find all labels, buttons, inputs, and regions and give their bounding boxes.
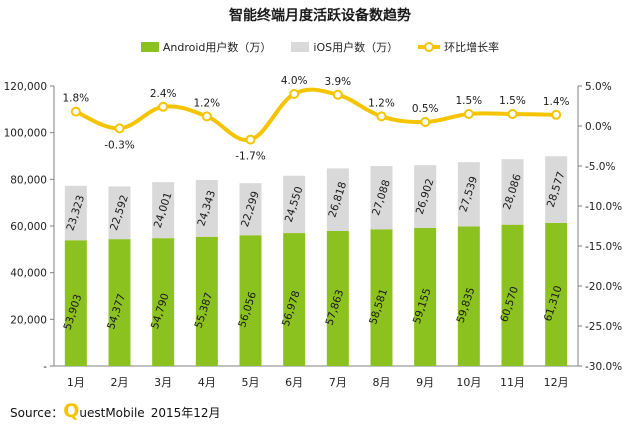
growth-rate-label: 1.2% bbox=[193, 97, 220, 109]
bar-android bbox=[501, 224, 524, 366]
x-axis-tick-label: 3月 bbox=[154, 376, 172, 389]
bar-android bbox=[370, 229, 393, 366]
bar-ios bbox=[195, 179, 218, 237]
legend-label-android: Android用户数（万） bbox=[162, 41, 272, 54]
bar-ios bbox=[108, 186, 131, 240]
right-axis-tick-label: -25.0% bbox=[585, 321, 622, 333]
growth-rate-label: 0.5% bbox=[412, 103, 439, 115]
bar-android bbox=[326, 230, 349, 366]
x-axis-tick-label: 8月 bbox=[373, 376, 391, 389]
growth-rate-marker bbox=[114, 123, 125, 134]
bar-ios bbox=[326, 168, 349, 231]
right-axis-tick-label: 0.0% bbox=[585, 121, 612, 133]
growth-rate-marker bbox=[551, 109, 562, 120]
right-axis-tick-label: -5.0% bbox=[585, 161, 615, 173]
growth-rate-label: -0.3% bbox=[104, 139, 134, 151]
x-axis-tick-label: 11月 bbox=[500, 376, 525, 389]
left-axis-tick-label: 80,000 bbox=[10, 174, 47, 186]
legend-label-growth: 环比增长率 bbox=[444, 41, 500, 54]
bar-ios bbox=[239, 183, 262, 236]
growth-rate-label: 1.2% bbox=[368, 97, 395, 109]
bar-ios bbox=[414, 165, 437, 228]
bar-ios bbox=[501, 159, 524, 225]
left-axis-tick-label: 120,000 bbox=[4, 81, 47, 93]
x-axis-tick-label: 4月 bbox=[198, 376, 216, 389]
x-axis-tick-label: 7月 bbox=[329, 376, 347, 389]
growth-rate-label: -1.7% bbox=[235, 151, 265, 163]
x-axis-tick-label: 12月 bbox=[544, 376, 569, 389]
bar-ios bbox=[545, 156, 568, 223]
left-axis-tick-label: - bbox=[43, 361, 47, 373]
bar-android bbox=[152, 238, 175, 366]
x-axis-tick-label: 10月 bbox=[456, 376, 481, 389]
right-axis-tick-label: -10.0% bbox=[585, 201, 622, 213]
growth-rate-label: 1.4% bbox=[543, 96, 570, 108]
bar-ios bbox=[152, 182, 175, 239]
legend-swatch-growth bbox=[418, 42, 441, 52]
growth-rate-marker bbox=[507, 109, 518, 119]
source-date: 2015年12月 bbox=[150, 406, 221, 420]
growth-rate-marker bbox=[245, 134, 256, 145]
bar-android bbox=[283, 233, 306, 366]
left-axis-tick-label: 20,000 bbox=[10, 314, 47, 326]
left-axis-tick-label: 100,000 bbox=[4, 128, 47, 140]
bar-ios bbox=[64, 185, 87, 241]
x-axis-tick-label: 6月 bbox=[285, 376, 303, 389]
growth-rate-label: 1.5% bbox=[455, 95, 482, 107]
source-brand: uestMobile bbox=[79, 406, 145, 420]
legend-swatch-android bbox=[140, 42, 159, 52]
right-axis-tick-label: 5.0% bbox=[585, 81, 612, 93]
legend-label-ios: iOS用户数（万） bbox=[313, 41, 399, 54]
bar-android bbox=[195, 236, 218, 366]
growth-rate-label: 2.4% bbox=[150, 88, 177, 100]
legend-item-growth: 环比增长率 bbox=[418, 39, 499, 55]
x-axis-tick-label: 2月 bbox=[111, 376, 129, 389]
questmobile-logo-q: Q bbox=[63, 400, 80, 422]
x-axis-tick-label: 9月 bbox=[416, 376, 434, 389]
growth-rate-marker bbox=[201, 111, 212, 122]
growth-rate-label: 1.8% bbox=[62, 93, 89, 105]
bar-android bbox=[457, 226, 480, 366]
bar-android bbox=[414, 227, 437, 366]
bar-android bbox=[64, 240, 87, 366]
growth-rate-marker bbox=[289, 89, 300, 99]
bar-ios bbox=[283, 175, 306, 234]
right-axis-tick-label: -15.0% bbox=[585, 241, 622, 253]
legend-item-android: Android用户数（万） bbox=[140, 39, 272, 55]
growth-rate-marker bbox=[70, 106, 81, 117]
chart-title: 智能终端月度活跃设备数趋势 bbox=[229, 8, 411, 24]
source-prefix: Source： bbox=[10, 406, 64, 420]
source-note: Source： Q uestMobile 2015年12月 bbox=[10, 402, 221, 421]
left-axis-tick-label: 60,000 bbox=[10, 221, 47, 233]
bar-ios bbox=[457, 162, 480, 227]
growth-rate-label: 1.5% bbox=[499, 95, 526, 107]
bar-android bbox=[239, 235, 262, 366]
growth-rate-marker bbox=[420, 117, 431, 127]
right-axis-tick-label: -30.0% bbox=[585, 361, 622, 373]
growth-rate-marker bbox=[332, 89, 343, 100]
right-axis-tick-label: -20.0% bbox=[585, 281, 622, 293]
bar-android bbox=[545, 222, 568, 366]
x-axis-tick-label: 1月 bbox=[67, 376, 85, 389]
bar-android bbox=[108, 239, 131, 366]
growth-rate-marker bbox=[158, 101, 169, 112]
legend-item-ios: iOS用户数（万） bbox=[291, 39, 398, 55]
growth-rate-line bbox=[75, 87, 557, 142]
legend-swatch-ios bbox=[291, 42, 310, 52]
growth-rate-marker bbox=[376, 111, 387, 122]
left-axis-tick-label: 40,000 bbox=[10, 268, 47, 280]
bar-ios bbox=[370, 166, 393, 230]
growth-rate-marker bbox=[463, 109, 474, 119]
x-axis-tick-label: 5月 bbox=[242, 376, 260, 389]
growth-rate-label: 3.9% bbox=[324, 76, 351, 88]
chart-legend: Android用户数（万） iOS用户数（万） 环比增长率 bbox=[0, 37, 640, 57]
growth-rate-label: 4.0% bbox=[281, 75, 308, 87]
